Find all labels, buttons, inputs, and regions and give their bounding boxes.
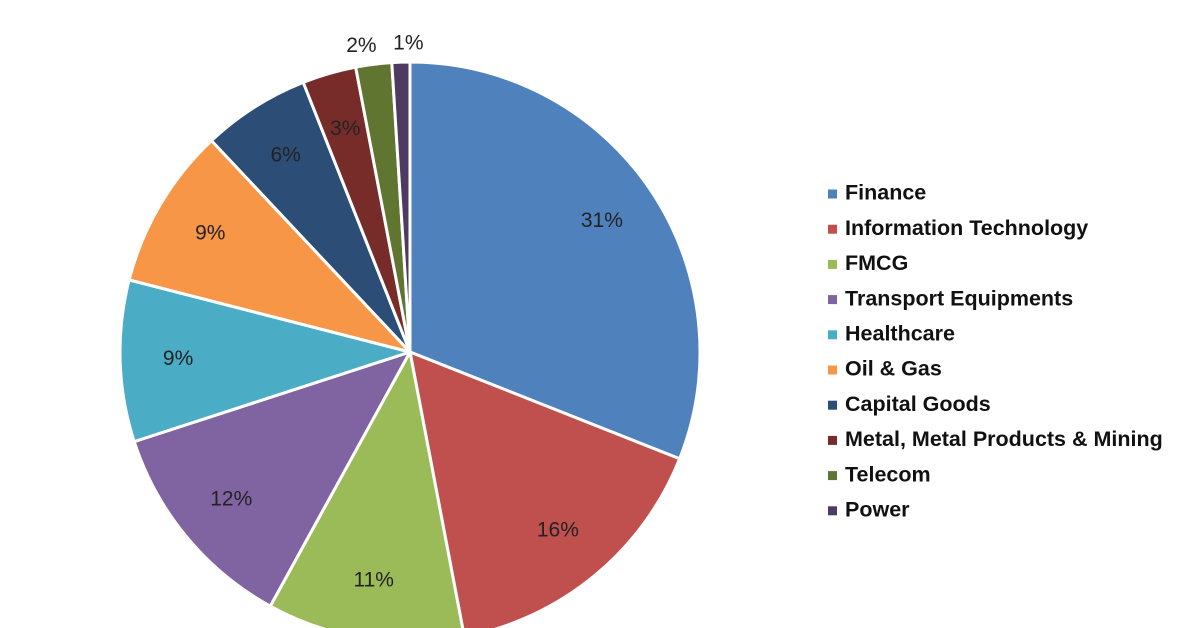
legend-swatch [828,259,837,269]
data-label-healthcare: 9% [163,347,193,370]
legend-swatch [828,365,837,375]
legend-swatch [828,330,837,340]
data-label-capital-goods: 6% [271,144,301,167]
legend-swatch [828,189,837,199]
legend-label: Transport Equipments [845,286,1073,310]
legend-item-transport-equipments: Transport Equipments [828,286,1073,310]
pie-slice-power [390,60,412,354]
legend-item-metal-metal-products-and-mining: Metal, Metal Products & Mining [828,427,1163,451]
data-label-metal-metal-products-and-mining: 3% [330,117,360,140]
legend: Finance Information Technology FMCG Transpo… [828,181,1163,521]
legend-label: Metal, Metal Products & Mining [845,427,1163,451]
legend-label: Capital Goods [845,392,991,416]
legend-label: FMCG [845,251,908,275]
data-label-finance: 31% [581,209,623,232]
legend-item-finance: Finance [828,181,926,205]
legend-label: Information Technology [845,216,1088,240]
legend-item-power: Power [828,497,910,521]
legend-item-information-technology: Information Technology [828,216,1088,240]
legend-label: Power [845,497,910,521]
legend-label: Healthcare [845,321,955,345]
legend-swatch [828,295,837,305]
legend-swatch [828,400,837,410]
pie-slice-information-technology [408,350,682,628]
data-label-fmcg: 11% [353,569,393,592]
pie-slice-oil-and-gas [127,139,412,354]
legend-item-telecom: Telecom [828,462,931,486]
pie-slice-healthcare [118,278,412,444]
pie-slice-fmcg [268,350,465,628]
legend-item-healthcare: Healthcare [828,321,955,345]
legend-swatch [828,224,837,234]
legend-swatch [828,435,837,445]
data-label-information-technology: 16% [537,518,579,541]
data-label-power: 1% [393,32,423,55]
legend-label: Finance [845,181,926,205]
legend-item-capital-goods: Capital Goods [828,392,991,416]
pie-slice-finance [408,60,702,461]
pie-slices [118,60,702,628]
data-label-transport-equipments: 12% [210,487,252,510]
pie-data-labels: 31% 16% 11% 12% 9% 9% 6% 3% 2% 1% [163,32,623,592]
legend-swatch [828,506,837,516]
pie-slice-transport-equipments [132,350,412,608]
data-label-oil-and-gas: 9% [195,221,225,244]
legend-label: Telecom [845,462,931,486]
legend-item-fmcg: FMCG [828,251,908,275]
legend-item-oil-and-gas: Oil & Gas [828,357,942,381]
legend-label: Oil & Gas [845,357,942,381]
legend-swatch [828,471,837,481]
data-label-telecom: 2% [346,34,376,57]
